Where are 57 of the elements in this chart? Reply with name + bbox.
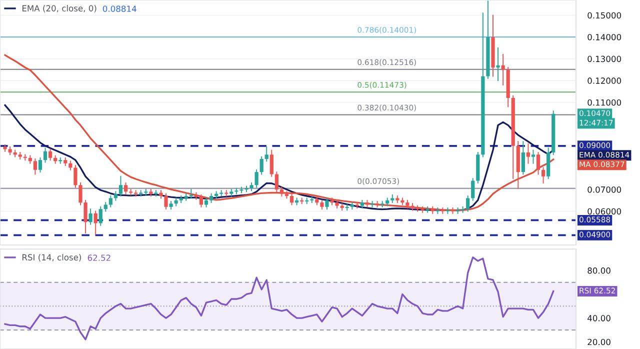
candlestick [264,146,268,162]
candlestick [33,158,38,175]
candlestick [471,178,475,201]
candlestick [220,190,224,196]
candlestick [84,200,88,234]
candlestick [526,143,530,164]
y-tick-label: 0.07000 [588,186,622,193]
candlestick [244,186,248,192]
candlestick [48,148,52,161]
candlestick [164,193,168,210]
legend-label: EMA (20, close, 0) [22,5,96,12]
candlestick [240,186,244,194]
candlestick [355,202,359,208]
candlestick [98,206,102,226]
annotation: 62.52 [88,254,110,261]
y-tick-label: 0.06000 [588,208,622,215]
candlestick [74,165,78,188]
candlestick [290,193,294,206]
candlestick [88,208,92,225]
candlestick [546,148,550,180]
y-tick-label: 20.00 [588,338,610,346]
candlestick [154,190,158,196]
candlestick [78,182,82,206]
candlestick [139,190,143,196]
candlestick [536,152,540,175]
y-tick-label: 0.14000 [588,34,622,40]
candlestick [94,210,98,235]
y-tick-label: 40.00 [588,315,610,322]
y-tick-label: 80.00 [588,267,610,274]
candlestick [466,196,470,212]
candlestick [124,182,128,194]
y-tick-label: 0.11000 [588,99,622,106]
candlestick [521,141,525,175]
candlestick [260,156,264,175]
annotation: 0.08814 [102,6,136,12]
candlestick [199,194,204,208]
candlestick [541,167,546,184]
candlestick [416,205,420,212]
candlestick [134,190,138,196]
candlestick [43,148,48,163]
candlestick [108,196,112,208]
line-series [4,54,554,212]
candlestick [270,150,274,177]
y-tick-label: 0.12000 [588,78,622,84]
candlestick [224,190,228,196]
candlestick [496,47,500,82]
candlestick [325,198,329,210]
candlestick [254,169,258,188]
candlestick [274,172,278,192]
candlestick [38,157,42,173]
legend-label: RSI (14, close) [22,254,82,262]
y-tick-label: 0.15000 [588,12,622,19]
candlestick [501,54,505,86]
candlestick [531,150,536,164]
line-series [4,104,554,211]
y-tick-label: 0.13000 [588,56,622,62]
candlestick [118,176,123,196]
